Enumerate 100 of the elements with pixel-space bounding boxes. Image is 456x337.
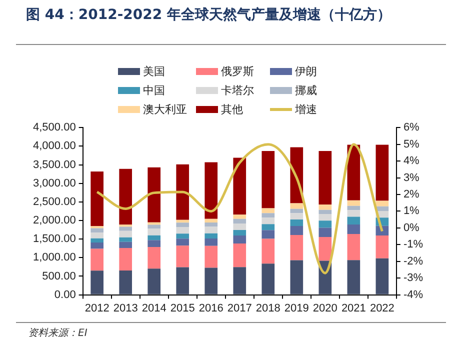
bar	[290, 235, 304, 260]
y2-tick-label: -4%	[403, 288, 424, 301]
bar	[204, 162, 218, 219]
x-tick-label: 2021	[341, 302, 366, 314]
bar	[148, 240, 161, 248]
bar	[318, 214, 332, 221]
bar	[376, 258, 389, 294]
bar	[347, 210, 360, 217]
bar	[233, 267, 246, 294]
bar	[148, 235, 161, 240]
bar	[176, 267, 190, 294]
bar	[233, 243, 246, 268]
bar	[262, 230, 275, 239]
bar	[119, 242, 132, 248]
x-tick-label: 2017	[227, 302, 252, 314]
y2-tick-label: -1%	[403, 238, 424, 251]
bar	[90, 171, 104, 226]
bar	[262, 208, 275, 214]
bar	[204, 218, 218, 222]
bar	[376, 144, 389, 201]
x-tick-label: 2019	[284, 302, 309, 314]
y-tick-label: 2,500.00	[32, 196, 76, 208]
bar	[233, 223, 246, 230]
bar	[204, 246, 218, 268]
bar	[347, 224, 360, 234]
bar	[176, 234, 190, 239]
bar	[318, 204, 332, 210]
bar	[148, 228, 161, 236]
bar	[262, 238, 275, 264]
text: 资料来源：EI	[28, 326, 88, 337]
bar	[262, 264, 275, 294]
x-tick-label: 2014	[142, 302, 166, 314]
line-series	[96, 143, 384, 274]
bar	[204, 238, 218, 246]
legend-label: 其他	[221, 102, 243, 117]
y-tick-label: 4,000.00	[32, 140, 76, 152]
x-tick-label: 2012	[84, 302, 110, 314]
bar	[204, 268, 218, 294]
x-tick-label: 2013	[113, 302, 138, 314]
y-tick-label: 1,000.00	[32, 252, 76, 264]
legend-label: 中国	[143, 83, 165, 98]
bar	[90, 242, 104, 249]
x-tick-label: 2016	[198, 302, 224, 314]
x-tick-label: 2018	[256, 302, 280, 314]
bar	[119, 248, 132, 270]
bar	[204, 222, 218, 227]
bar	[148, 224, 161, 229]
bar	[347, 234, 360, 260]
bar	[176, 238, 190, 246]
legend-label: 卡塔尔	[221, 83, 254, 98]
legend-label: 挪威	[295, 83, 317, 98]
bar	[347, 216, 360, 224]
y-tick-label: 3,000.00	[32, 177, 76, 190]
bar	[119, 226, 132, 231]
legend-label: 伊朗	[295, 64, 317, 79]
y-tick-label: 500.00	[42, 270, 76, 282]
y2-tick-label: 1%	[403, 205, 420, 218]
y2-tick-label: 3%	[403, 172, 420, 184]
bar	[347, 260, 360, 294]
y-tick-label: 0.00	[54, 288, 76, 301]
bar	[176, 227, 190, 234]
bar	[262, 224, 275, 230]
bar	[290, 208, 304, 214]
bar	[318, 228, 332, 238]
bar	[119, 168, 132, 225]
bar	[148, 167, 161, 222]
bar	[262, 218, 275, 224]
bar	[262, 151, 275, 208]
legend-label: 俄罗斯	[221, 64, 254, 79]
bar	[318, 237, 332, 261]
bar	[90, 232, 104, 238]
legend-label: 增速	[295, 102, 317, 117]
bar	[262, 213, 275, 218]
y2-tick-label: 5%	[403, 138, 420, 150]
bar	[290, 260, 304, 294]
x-tick-label: 2022	[370, 302, 394, 314]
bar	[347, 200, 360, 206]
bar	[176, 222, 190, 228]
y-tick-label: 1,500.00	[32, 233, 76, 246]
bar	[233, 218, 246, 224]
y2-tick-label: 6%	[403, 122, 420, 134]
bar	[119, 270, 132, 294]
bar	[290, 220, 304, 226]
y2-tick-label: -2%	[403, 255, 424, 268]
y2-tick-label: 0%	[403, 222, 420, 234]
bar	[318, 151, 332, 204]
bar	[204, 226, 218, 234]
bar	[376, 235, 389, 258]
bar	[233, 236, 246, 244]
bar	[290, 213, 304, 220]
bar	[176, 164, 190, 220]
bar	[119, 230, 132, 238]
bar	[90, 248, 104, 271]
bar	[148, 222, 161, 225]
bar	[233, 214, 246, 219]
bar	[148, 268, 161, 294]
y-tick-label: 3,500.00	[32, 158, 76, 171]
bar	[347, 206, 360, 210]
y2-tick-label: 2%	[403, 188, 420, 201]
x-tick-label: 2015	[170, 302, 195, 314]
